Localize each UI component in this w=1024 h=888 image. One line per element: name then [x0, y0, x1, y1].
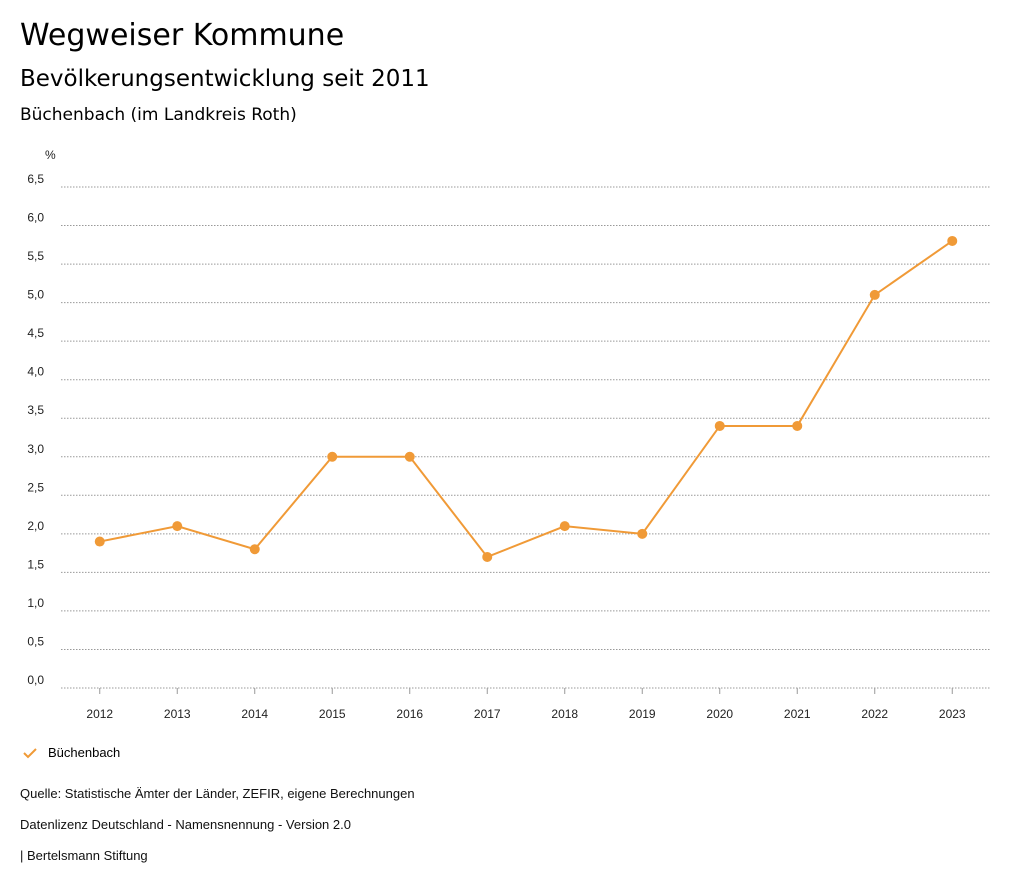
check-icon: [23, 747, 37, 758]
y-tick-label: 4,5: [27, 326, 44, 340]
y-axis-label: %: [45, 148, 56, 162]
data-point: [172, 521, 183, 532]
x-tick-label: 2019: [629, 707, 656, 721]
y-tick-label: 3,0: [27, 442, 44, 456]
x-tick-label: 2015: [319, 707, 346, 721]
data-point: [249, 544, 260, 555]
data-point: [482, 551, 493, 562]
y-tick-label: 0,0: [27, 673, 44, 687]
x-tick-label: 2012: [86, 707, 113, 721]
app-title: Wegweiser Kommune: [20, 18, 345, 53]
y-tick-label: 2,0: [27, 519, 44, 533]
legend-item-buechenbach[interactable]: Büchenbach: [22, 745, 120, 760]
data-point: [559, 521, 570, 532]
x-tick-label: 2021: [784, 707, 811, 721]
license-text: Datenlizenz Deutschland - Namensnennung …: [20, 817, 351, 832]
data-point: [792, 420, 803, 431]
data-point: [947, 235, 958, 246]
x-tick-label: 2020: [706, 707, 733, 721]
data-point: [637, 528, 648, 539]
y-tick-label: 1,5: [27, 557, 44, 571]
data-point: [94, 536, 105, 547]
x-tick-label: 2023: [939, 707, 966, 721]
x-tick-label: 2018: [551, 707, 578, 721]
x-tick-label: 2017: [474, 707, 501, 721]
y-tick-label: 3,5: [27, 403, 44, 417]
x-tick-label: 2013: [164, 707, 191, 721]
publisher-text: | Bertelsmann Stiftung: [20, 848, 148, 863]
source-text: Quelle: Statistische Ämter der Länder, Z…: [20, 786, 415, 801]
y-tick-label: 0,5: [27, 634, 44, 648]
y-tick-label: 6,0: [27, 211, 44, 225]
data-point: [404, 451, 415, 462]
y-tick-label: 1,0: [27, 596, 44, 610]
y-tick-label: 4,0: [27, 365, 44, 379]
data-point: [869, 289, 880, 300]
y-tick-label: 5,5: [27, 249, 44, 263]
data-point: [327, 451, 338, 462]
region-name: Büchenbach (im Landkreis Roth): [20, 105, 297, 125]
x-tick-label: 2014: [241, 707, 268, 721]
data-point: [714, 420, 725, 431]
series-line: [99, 240, 953, 559]
x-tick-label: 2016: [396, 707, 423, 721]
y-tick-label: 6,5: [27, 172, 44, 186]
x-tick-label: 2022: [861, 707, 888, 721]
y-tick-label: 2,5: [27, 480, 44, 494]
y-tick-label: 5,0: [27, 288, 44, 302]
legend-label: Büchenbach: [48, 745, 121, 760]
chart-title: Bevölkerungsentwicklung seit 2011: [20, 66, 430, 92]
